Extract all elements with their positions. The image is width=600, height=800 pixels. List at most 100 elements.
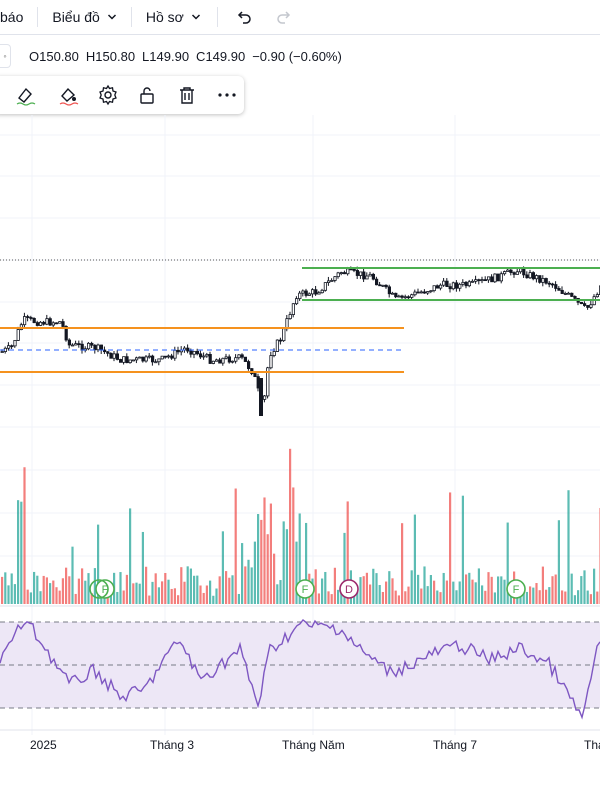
candle <box>109 352 113 359</box>
candle <box>112 353 116 359</box>
volume-bar <box>497 576 500 604</box>
volume-bar <box>557 520 560 604</box>
chevron-down-icon <box>107 14 116 20</box>
candle <box>515 271 520 275</box>
candle <box>115 353 119 360</box>
candle <box>80 343 84 351</box>
candle <box>45 318 49 325</box>
candle <box>119 359 123 363</box>
candle <box>528 272 532 279</box>
volume-bar <box>7 585 10 604</box>
candle <box>29 317 33 319</box>
profile-menu-button[interactable]: Hồ sơ <box>146 0 201 34</box>
candle <box>419 291 424 294</box>
volume-bar <box>90 593 93 604</box>
candle <box>458 283 462 289</box>
volume-bar <box>429 575 432 604</box>
candle <box>198 353 203 358</box>
volume-bar <box>45 577 48 604</box>
volume-bar <box>52 580 55 604</box>
volume-bar <box>87 573 90 604</box>
candle <box>134 357 139 361</box>
candle <box>35 322 40 326</box>
line-color-button[interactable] <box>14 84 36 106</box>
event-marker <box>339 579 359 599</box>
volume-bar <box>36 575 39 604</box>
volume-bar <box>234 488 237 604</box>
volume-bar <box>132 583 135 604</box>
candle <box>461 281 465 285</box>
candle <box>7 345 11 349</box>
volume-bar <box>593 568 596 604</box>
volume-bar <box>202 592 205 604</box>
volume-bar <box>477 568 480 604</box>
candle <box>90 342 94 346</box>
candle <box>186 347 190 352</box>
candle <box>320 289 324 294</box>
volume-bar <box>503 579 506 604</box>
toolbar-separator <box>130 7 132 27</box>
volume-bar <box>596 591 599 604</box>
candle <box>432 285 436 292</box>
volume-bar <box>522 586 525 604</box>
delete-button[interactable] <box>176 84 198 106</box>
volume-bar <box>369 584 372 604</box>
undo-button[interactable] <box>232 0 256 34</box>
volume-bar <box>196 575 199 604</box>
volume-bar <box>17 500 20 604</box>
volume-bar <box>97 524 100 604</box>
volume-bar <box>541 566 544 604</box>
candle <box>16 329 20 341</box>
chart-menu-label: Biểu đồ <box>52 9 100 25</box>
volume-bar <box>314 569 317 604</box>
redo-icon <box>277 11 290 24</box>
volume-bar <box>177 595 180 604</box>
candle <box>573 296 577 299</box>
candle <box>208 353 212 364</box>
volume-bar <box>298 513 301 604</box>
volume-bar <box>93 568 96 604</box>
volume-bar <box>180 567 183 604</box>
redo-button[interactable] <box>272 0 296 34</box>
event-marker-label: F <box>102 584 109 596</box>
candle <box>374 278 379 286</box>
lock-button[interactable] <box>136 84 158 106</box>
candle <box>291 303 296 315</box>
candle <box>435 285 440 289</box>
candle <box>310 289 315 295</box>
toolbar-item-alert[interactable]: báo <box>0 0 23 34</box>
volume-bar <box>285 529 288 604</box>
legend-toggle-button[interactable]: ◦ <box>0 44 11 68</box>
candle <box>371 273 376 280</box>
candle <box>416 291 420 294</box>
volume-bar <box>452 581 455 604</box>
candle <box>349 268 353 271</box>
fill-color-button[interactable] <box>57 84 79 106</box>
close-label: C <box>196 48 206 64</box>
candle <box>10 345 14 348</box>
volume-bar <box>461 495 464 604</box>
candle <box>272 351 276 356</box>
chart-menu-button[interactable]: Biểu đồ <box>52 0 116 34</box>
candle <box>122 356 126 363</box>
volume-bar <box>554 574 557 604</box>
volume-bar <box>42 575 45 604</box>
candle <box>0 351 4 353</box>
more-button[interactable] <box>216 84 238 106</box>
trash-icon <box>180 87 194 104</box>
x-tick-may: Tháng Năm <box>282 738 345 752</box>
candle <box>176 349 180 353</box>
volume-bar <box>525 591 528 604</box>
candle <box>544 278 548 284</box>
candle <box>499 273 504 282</box>
volume-bar <box>276 584 279 604</box>
candle <box>554 284 558 289</box>
settings-button[interactable] <box>97 84 119 106</box>
volume-bar <box>209 580 212 604</box>
candle <box>317 292 321 295</box>
volume-bar <box>148 595 151 604</box>
candle <box>160 355 164 360</box>
candle <box>269 355 273 369</box>
candle <box>214 359 219 362</box>
